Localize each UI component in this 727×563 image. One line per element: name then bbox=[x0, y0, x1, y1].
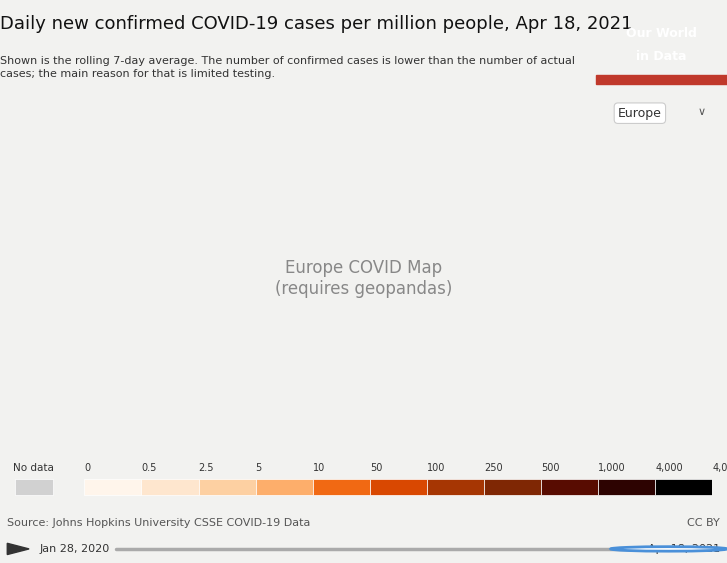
Text: 10: 10 bbox=[313, 463, 325, 473]
Text: Europe COVID Map
(requires geopandas): Europe COVID Map (requires geopandas) bbox=[275, 260, 452, 298]
Text: No data: No data bbox=[13, 463, 55, 473]
Bar bbox=[596, 75, 727, 84]
Bar bbox=[541, 479, 598, 495]
Bar bbox=[370, 479, 427, 495]
Bar bbox=[313, 479, 370, 495]
Text: 50: 50 bbox=[370, 463, 382, 473]
Text: 1,000: 1,000 bbox=[598, 463, 626, 473]
Text: 5: 5 bbox=[256, 463, 262, 473]
Text: 4,000: 4,000 bbox=[712, 463, 727, 473]
Text: 0.5: 0.5 bbox=[142, 463, 157, 473]
Bar bbox=[198, 479, 256, 495]
Text: in Data: in Data bbox=[636, 50, 687, 64]
Text: 250: 250 bbox=[484, 463, 502, 473]
Text: 4,000: 4,000 bbox=[655, 463, 683, 473]
Text: Europe: Europe bbox=[618, 106, 662, 120]
Text: 0: 0 bbox=[84, 463, 90, 473]
Text: 100: 100 bbox=[427, 463, 446, 473]
Circle shape bbox=[611, 547, 727, 551]
Text: ∨: ∨ bbox=[698, 106, 706, 117]
Text: Daily new confirmed COVID-19 cases per million people, Apr 18, 2021: Daily new confirmed COVID-19 cases per m… bbox=[0, 15, 632, 33]
Bar bbox=[15, 479, 53, 495]
Text: Apr 18, 2021: Apr 18, 2021 bbox=[648, 544, 720, 554]
Text: Jan 28, 2020: Jan 28, 2020 bbox=[40, 544, 111, 554]
Text: 2.5: 2.5 bbox=[198, 463, 214, 473]
Text: Our World: Our World bbox=[626, 26, 697, 40]
Bar bbox=[427, 479, 484, 495]
Bar bbox=[256, 479, 313, 495]
Bar bbox=[598, 479, 655, 495]
Bar bbox=[655, 479, 712, 495]
Text: 500: 500 bbox=[541, 463, 560, 473]
Bar bbox=[484, 479, 541, 495]
Text: CC BY: CC BY bbox=[687, 518, 720, 528]
Text: Source: Johns Hopkins University CSSE COVID-19 Data: Source: Johns Hopkins University CSSE CO… bbox=[7, 518, 310, 528]
Polygon shape bbox=[7, 543, 29, 555]
Bar bbox=[84, 479, 142, 495]
Bar bbox=[142, 479, 198, 495]
Text: Shown is the rolling 7-day average. The number of confirmed cases is lower than : Shown is the rolling 7-day average. The … bbox=[0, 56, 575, 79]
